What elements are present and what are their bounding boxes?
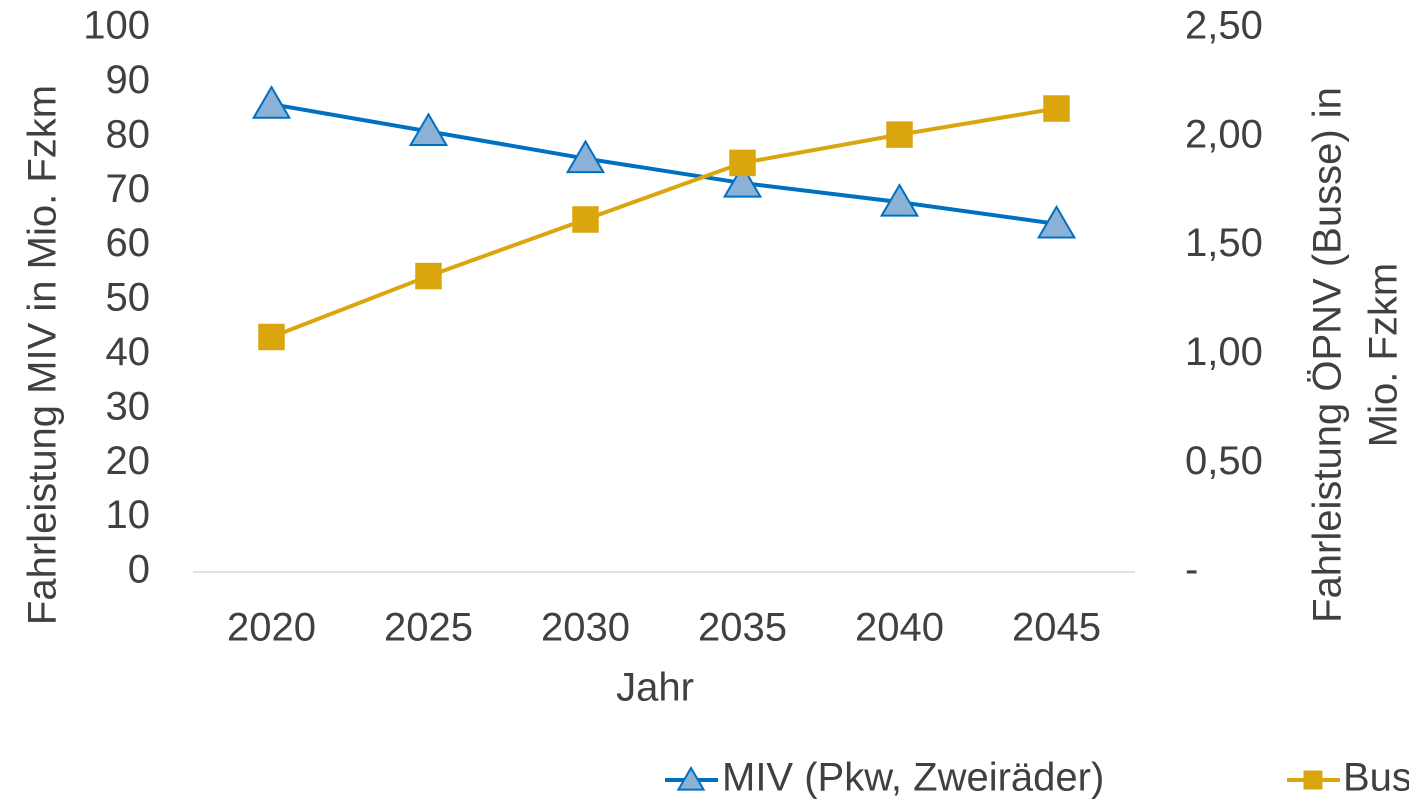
data-point (1036, 204, 1077, 239)
y2-tick-label: 2,50 (1185, 4, 1263, 48)
data-point (1043, 95, 1070, 122)
data-point (722, 164, 763, 198)
data-point (565, 139, 606, 174)
y-tick-label: 80 (106, 112, 151, 156)
data-point (258, 323, 285, 351)
y-tick-label: 40 (106, 330, 151, 374)
y-tick-label: 70 (106, 167, 151, 211)
x-tick-label: 2035 (698, 606, 787, 650)
legend-label: MIV (Pkw, Zweiräder) (722, 756, 1104, 800)
series-line (270, 106, 1057, 339)
x-axis-label: Jahr (616, 666, 694, 710)
series-line (271, 102, 1057, 226)
y-tick-label: 90 (106, 58, 151, 102)
y2-tick-label: 1,50 (1185, 221, 1263, 265)
data-point (879, 183, 920, 217)
y-tick-label: 50 (106, 276, 151, 320)
x-tick-label: 2045 (1012, 606, 1101, 650)
y-tick-label: 30 (106, 384, 151, 428)
y2-tick-label: 0,50 (1185, 439, 1263, 483)
y2-axis-label: Fahrleistung ÖPNV (Busse) in (1306, 87, 1350, 623)
y-tick-label: 10 (106, 493, 151, 537)
data-point (415, 262, 442, 290)
x-tick-label: 2025 (384, 606, 473, 650)
y2-tick-label: 1,00 (1185, 330, 1263, 374)
data-point (729, 149, 756, 177)
x-tick-label: 2040 (855, 606, 944, 650)
y2-axis-label: Mio. Fzkm (1362, 263, 1406, 447)
y-tick-label: 100 (83, 4, 150, 48)
y-tick-label: 60 (106, 221, 151, 265)
y2-tick-label: - (1185, 548, 1198, 592)
x-tick-label: 2030 (541, 606, 630, 650)
legend-marker (676, 766, 706, 791)
y2-tick-label: 2,00 (1185, 112, 1263, 156)
y-tick-label: 0 (128, 548, 150, 592)
data-point (408, 112, 449, 146)
y-axis-label: Fahrleistung MIV in Mio. Fzkm (21, 85, 65, 625)
data-point (251, 85, 292, 119)
data-point (572, 206, 599, 233)
legend-label: Bus (1343, 756, 1409, 800)
legend-marker (1303, 770, 1323, 790)
y-tick-label: 20 (106, 439, 151, 483)
data-point (886, 121, 913, 148)
x-tick-label: 2020 (227, 606, 316, 650)
